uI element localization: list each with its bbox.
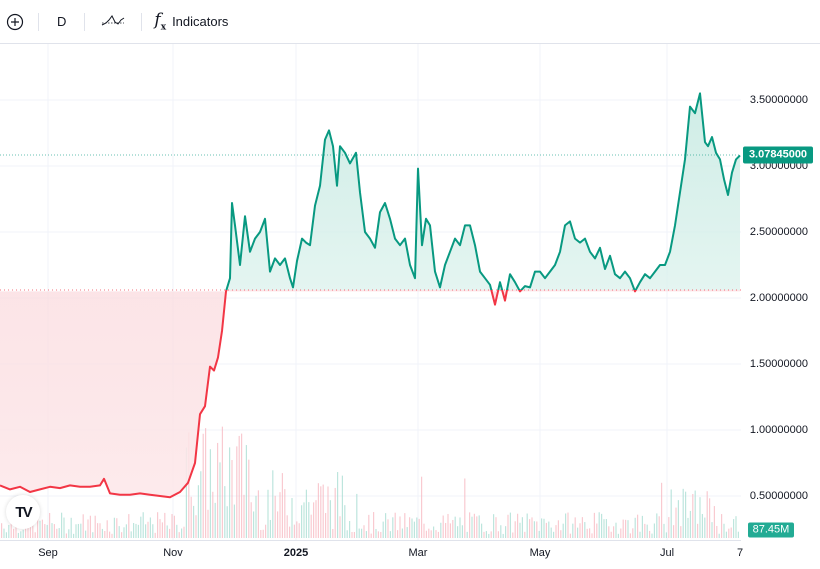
time-label: 2025 <box>283 547 309 559</box>
toolbar-divider <box>38 12 39 31</box>
price-axis[interactable] <box>741 44 820 569</box>
price-label: 1.00000000 <box>749 424 808 436</box>
interval-button[interactable]: D <box>45 7 78 37</box>
price-label: 3.50000000 <box>749 94 808 106</box>
time-label: Nov <box>163 547 183 559</box>
fx-icon: fx <box>154 10 167 33</box>
price-label: 0.50000000 <box>749 490 808 502</box>
time-label: May <box>529 547 551 559</box>
tradingview-logo[interactable]: TV <box>6 495 40 529</box>
price-label: 1.50000000 <box>749 358 808 370</box>
price-label: 2.00000000 <box>749 292 808 304</box>
toolbar-divider <box>141 12 143 31</box>
tv-logo-icon: TV <box>15 503 32 521</box>
last-price-tag: 3.07845000 <box>743 146 813 164</box>
baseline-chart-icon <box>102 14 125 25</box>
price-label: 2.50000000 <box>749 226 808 238</box>
time-label: Sep <box>38 547 58 559</box>
price-chart[interactable] <box>0 44 820 540</box>
chart-pane[interactable] <box>0 44 820 540</box>
interval-label: D <box>57 14 67 29</box>
chart-toolbar: D fx Indicators <box>0 0 820 44</box>
chart-type-button[interactable] <box>91 7 135 37</box>
last-volume-tag: 87.45M <box>748 522 794 538</box>
indicators-button[interactable]: fx Indicators <box>148 7 234 37</box>
price-line <box>0 92 741 499</box>
volume-histogram <box>1 426 739 538</box>
grid-lines <box>0 44 741 540</box>
price-area <box>0 93 740 498</box>
toolbar-divider <box>84 12 86 31</box>
circle-plus-icon <box>6 13 24 30</box>
add-symbol-button[interactable] <box>0 7 32 37</box>
time-label: Mar <box>408 547 428 559</box>
time-label: 7 <box>736 547 744 559</box>
time-label: Jul <box>659 547 675 559</box>
time-axis[interactable]: Sep Nov 2025 Mar May Jul 7 <box>0 540 744 569</box>
indicators-label: Indicators <box>172 14 229 29</box>
